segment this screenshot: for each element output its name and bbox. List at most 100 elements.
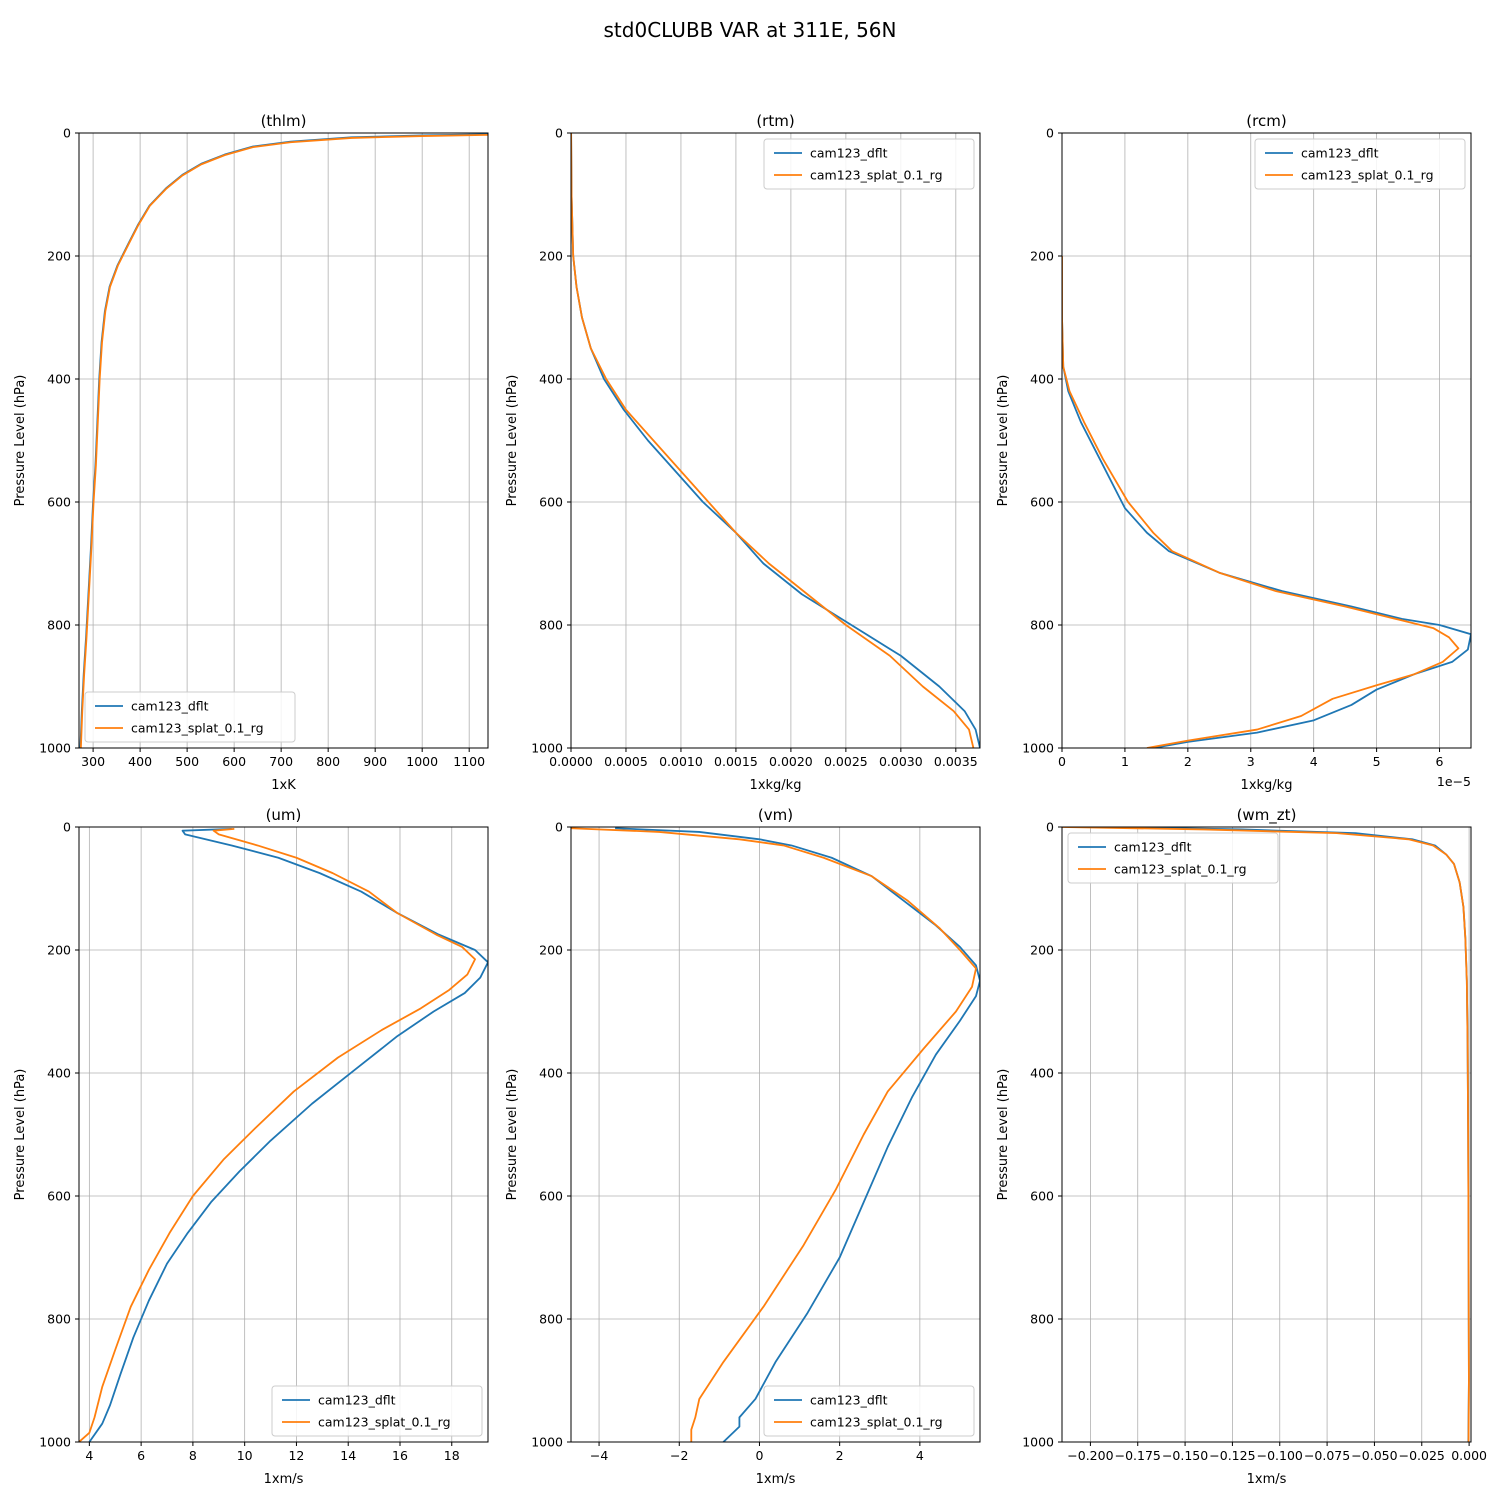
y-tick-label: 200 bbox=[1030, 943, 1054, 958]
y-axis-label: Pressure Level (hPa) bbox=[13, 1069, 28, 1201]
y-tick-label: 600 bbox=[47, 1189, 71, 1204]
x-tick-label: 1000 bbox=[406, 754, 438, 769]
x-tick-label: 2 bbox=[836, 1448, 844, 1463]
x-axis-label: 1xm/s bbox=[264, 1472, 304, 1487]
legend: cam123_dflt cam123_splat_0.1_rg bbox=[763, 1385, 975, 1437]
x-axis-label: 1xK bbox=[271, 778, 296, 793]
x-tick-label: 4 bbox=[1310, 754, 1318, 769]
y-tick-label: 1000 bbox=[39, 1435, 71, 1450]
x-tick-label: 500 bbox=[175, 754, 199, 769]
legend: cam123_dflt cam123_splat_0.1_rg bbox=[1067, 832, 1279, 884]
y-tick-label: 400 bbox=[539, 1066, 563, 1081]
legend: cam123_dflt cam123_splat_0.1_rg bbox=[84, 691, 296, 743]
legend-label-1: cam123_dflt bbox=[131, 699, 209, 714]
chart-title: (vm) bbox=[758, 806, 793, 824]
axes-frame bbox=[78, 826, 489, 1443]
chart-title: (rtm) bbox=[756, 112, 794, 130]
y-tick-label: 200 bbox=[47, 943, 71, 958]
series-line-1 bbox=[1062, 256, 1471, 748]
y-tick-label: 600 bbox=[1030, 1189, 1054, 1204]
x-tick-label: 8 bbox=[189, 1448, 197, 1463]
y-tick-label: 0 bbox=[63, 126, 71, 141]
x-tick-label: −0.075 bbox=[1304, 1448, 1350, 1463]
x-tick-label: −0.200 bbox=[1067, 1448, 1113, 1463]
y-tick-label: 200 bbox=[47, 249, 71, 264]
y-tick-label: 400 bbox=[1030, 372, 1054, 387]
legend-box bbox=[84, 691, 296, 743]
y-tick-label: 400 bbox=[1030, 1066, 1054, 1081]
axes-frame bbox=[570, 826, 981, 1443]
x-tick-label: 4 bbox=[85, 1448, 93, 1463]
legend-label-1: cam123_dflt bbox=[810, 1393, 888, 1408]
x-tick-label: 0 bbox=[755, 1448, 763, 1463]
x-tick-label: −2 bbox=[670, 1448, 688, 1463]
legend-label-1: cam123_dflt bbox=[1114, 840, 1192, 855]
chart-panel-0: 300 400 500 600 700 800 900 1000 1100 0 200 400 600 8… bbox=[13, 112, 489, 793]
chart-panel-2: 0 1 2 3 4 5 6 0 200 400 600 800 1000 (rcm) 1xkg/kg Pres… bbox=[996, 112, 1472, 793]
legend-box bbox=[763, 138, 975, 190]
x-tick-label: 6 bbox=[1436, 754, 1444, 769]
x-tick-label: 14 bbox=[340, 1448, 356, 1463]
x-tick-label: 0.0000 bbox=[549, 754, 593, 769]
x-tick-label: 2 bbox=[1184, 754, 1192, 769]
axes-frame bbox=[570, 132, 981, 749]
x-tick-label: 0.000 bbox=[1451, 1448, 1487, 1463]
series-line-1 bbox=[615, 827, 980, 1442]
y-tick-label: 0 bbox=[555, 126, 563, 141]
x-tick-label: 5 bbox=[1373, 754, 1381, 769]
series-line-2 bbox=[1062, 256, 1460, 748]
series-line-1 bbox=[571, 133, 980, 748]
y-tick-label: 1000 bbox=[1022, 1435, 1054, 1450]
y-axis-label: Pressure Level (hPa) bbox=[996, 375, 1011, 507]
series-line-1 bbox=[1109, 827, 1470, 1442]
y-tick-label: 400 bbox=[539, 372, 563, 387]
y-tick-label: 0 bbox=[1046, 820, 1054, 835]
legend-label-2: cam123_splat_0.1_rg bbox=[131, 721, 264, 736]
legend-label-2: cam123_splat_0.1_rg bbox=[318, 1415, 451, 1430]
legend-label-1: cam123_dflt bbox=[810, 146, 888, 161]
x-axis-label: 1xm/s bbox=[1247, 1472, 1287, 1487]
x-tick-label: 3 bbox=[1247, 754, 1255, 769]
x-tick-label: 6 bbox=[137, 1448, 145, 1463]
x-tick-label: 10 bbox=[237, 1448, 253, 1463]
y-axis-label: Pressure Level (hPa) bbox=[13, 375, 28, 507]
x-tick-label: 18 bbox=[444, 1448, 460, 1463]
x-tick-label: 1100 bbox=[453, 754, 485, 769]
y-tick-label: 600 bbox=[539, 1189, 563, 1204]
series-line-2 bbox=[1062, 827, 1470, 1442]
x-tick-label: 900 bbox=[363, 754, 387, 769]
legend-box bbox=[271, 1385, 483, 1437]
y-tick-label: 0 bbox=[1046, 126, 1054, 141]
y-tick-label: 1000 bbox=[531, 741, 563, 756]
x-tick-label: 0.0035 bbox=[934, 754, 978, 769]
legend-label-2: cam123_splat_0.1_rg bbox=[810, 168, 943, 183]
chart-panel-1: 0.0000 0.0005 0.0010 0.0015 0.0020 0.0025 0.00… bbox=[505, 112, 981, 793]
x-tick-label: −0.175 bbox=[1115, 1448, 1161, 1463]
x-tick-label: 0.0025 bbox=[824, 754, 868, 769]
series-line-1 bbox=[88, 827, 488, 1442]
y-tick-label: 0 bbox=[63, 820, 71, 835]
chart-panel-5: −0.200 −0.175 −0.150 −0.125 −0.100 −0.075 −0.0… bbox=[996, 806, 1487, 1487]
legend-label-2: cam123_splat_0.1_rg bbox=[1114, 862, 1247, 877]
y-tick-label: 800 bbox=[1030, 1312, 1054, 1327]
series-line-1 bbox=[79, 133, 488, 748]
series-line-2 bbox=[79, 827, 476, 1442]
x-tick-label: 300 bbox=[81, 754, 105, 769]
x-axis-label: 1xkg/kg bbox=[750, 778, 802, 793]
x-tick-label: 800 bbox=[316, 754, 340, 769]
y-tick-label: 1000 bbox=[1022, 741, 1054, 756]
x-tick-label: 0.0010 bbox=[659, 754, 703, 769]
axes-frame bbox=[78, 132, 489, 749]
y-tick-label: 200 bbox=[539, 943, 563, 958]
legend: cam123_dflt cam123_splat_0.1_rg bbox=[763, 138, 975, 190]
axes-frame bbox=[1061, 132, 1472, 749]
series-line-2 bbox=[571, 827, 977, 1442]
chart-title: (rcm) bbox=[1246, 112, 1286, 130]
y-tick-label: 0 bbox=[555, 820, 563, 835]
series-line-2 bbox=[571, 133, 975, 748]
legend-label-2: cam123_splat_0.1_rg bbox=[1301, 168, 1434, 183]
x-tick-label: −0.150 bbox=[1162, 1448, 1208, 1463]
legend-box bbox=[763, 1385, 975, 1437]
y-tick-label: 400 bbox=[47, 1066, 71, 1081]
